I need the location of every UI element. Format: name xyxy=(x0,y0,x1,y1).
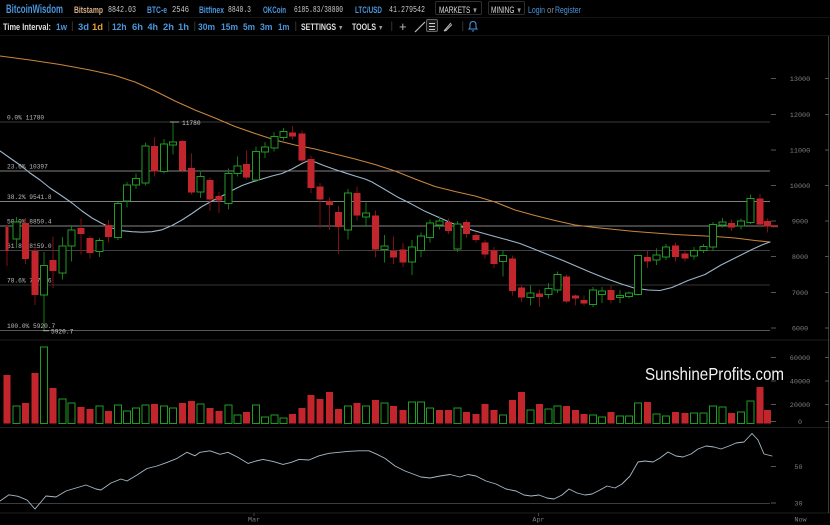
svg-text:78.6% 7174.6: 78.6% 7174.6 xyxy=(7,278,52,285)
svg-text:50.0% 8850.4: 50.0% 8850.4 xyxy=(7,218,52,225)
svg-text:50: 50 xyxy=(794,464,802,472)
svg-text:13000: 13000 xyxy=(790,76,810,84)
svg-text:11000: 11000 xyxy=(790,147,810,155)
svg-text:23.6% 10397: 23.6% 10397 xyxy=(7,164,48,171)
svg-text:Apr: Apr xyxy=(532,517,544,525)
svg-text:12000: 12000 xyxy=(790,112,810,120)
svg-text:9000: 9000 xyxy=(792,219,808,227)
svg-text:20000: 20000 xyxy=(790,402,810,410)
svg-text:7000: 7000 xyxy=(792,290,808,298)
svg-text:60000: 60000 xyxy=(790,355,810,363)
svg-text:Now: Now xyxy=(794,517,807,525)
svg-text:0: 0 xyxy=(798,419,802,427)
svg-text:0.0% 11780: 0.0% 11780 xyxy=(7,115,44,122)
svg-text:61.8% 8159.0: 61.8% 8159.0 xyxy=(7,243,52,250)
svg-text:100.0% 5920.7: 100.0% 5920.7 xyxy=(7,323,56,330)
svg-text:10000: 10000 xyxy=(790,183,810,191)
svg-text:11780: 11780 xyxy=(182,120,201,127)
svg-text:40000: 40000 xyxy=(790,379,810,387)
svg-text:6000: 6000 xyxy=(792,325,808,333)
svg-text:SunshineProfits.com: SunshineProfits.com xyxy=(645,364,784,384)
svg-text:Mar: Mar xyxy=(248,517,260,525)
svg-text:5920.7: 5920.7 xyxy=(51,329,74,336)
svg-text:38.2% 9541.8: 38.2% 9541.8 xyxy=(7,194,52,201)
svg-text:8000: 8000 xyxy=(792,254,808,262)
svg-text:30: 30 xyxy=(794,501,802,509)
